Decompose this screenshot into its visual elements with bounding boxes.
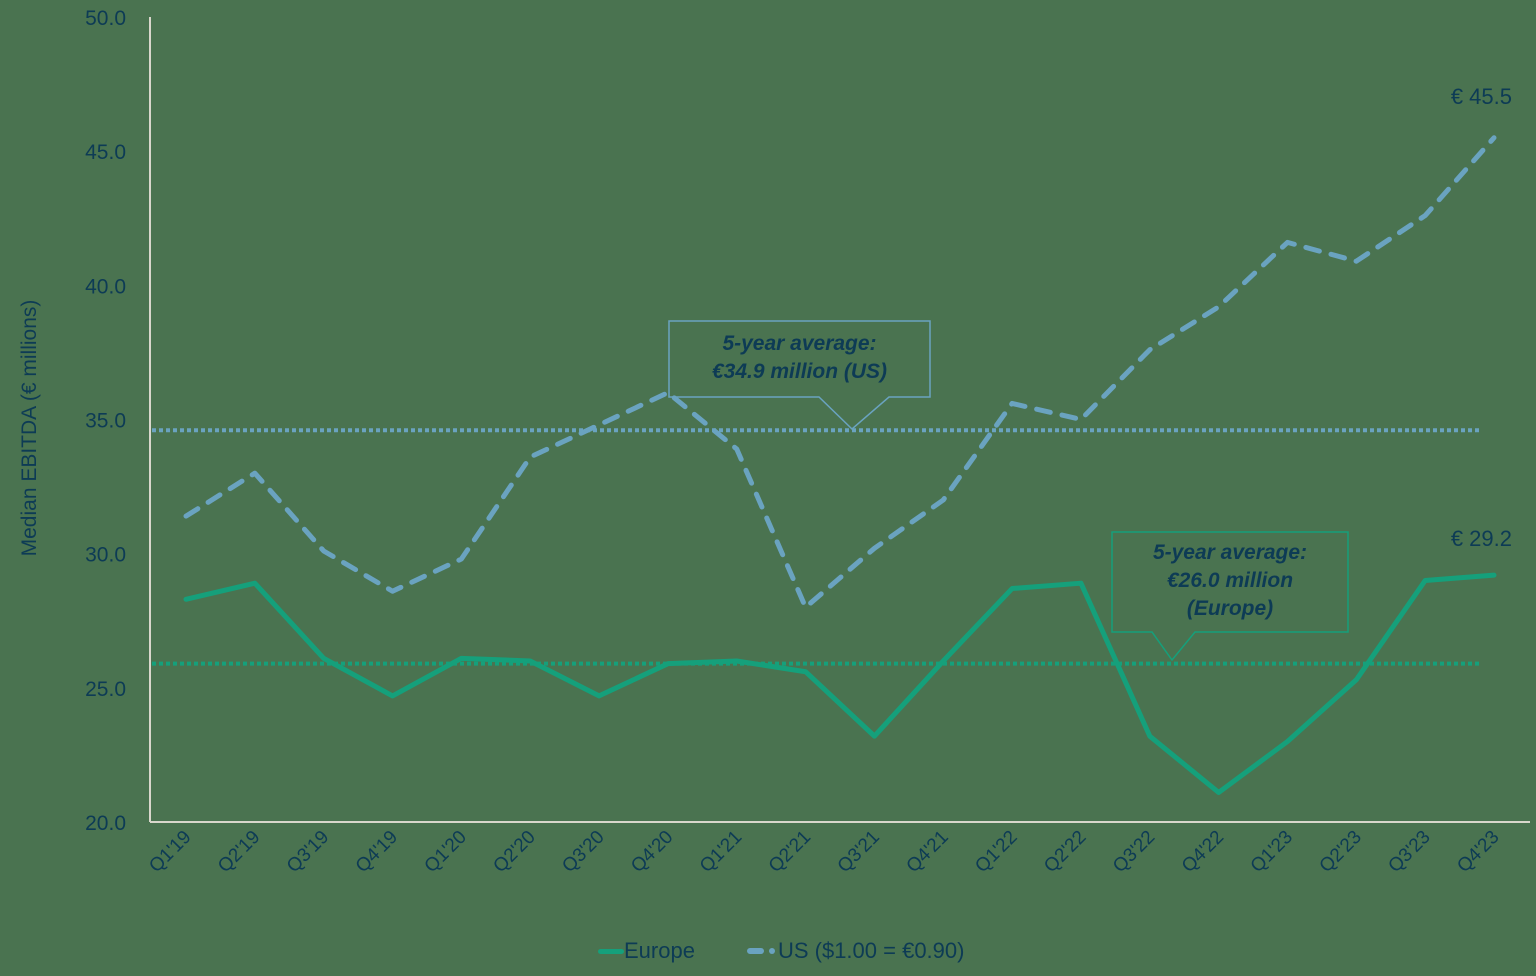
x-axis-labels: Q1'19 Q2'19 Q3'19 Q4'19 Q1'20 Q2'20 Q3'20 Q4'20… (145, 827, 1503, 877)
average-reference-lines (152, 428, 1482, 666)
x-tick-label: Q2'20 (489, 827, 539, 877)
us-callout-line1: 5-year average: (722, 332, 877, 355)
y-tick-label: 35.0 (85, 410, 126, 433)
x-tick-label: Q3'20 (558, 827, 608, 877)
x-tick-label: Q1'22 (971, 827, 1021, 877)
europe-callout-line3: (Europe) (1186, 597, 1274, 620)
series-line-us (183, 135, 1497, 610)
legend-label-europe: Europe (624, 938, 695, 963)
y-tick-label: 45.0 (85, 141, 126, 164)
y-axis-ticks: 20.0 25.0 30.0 35.0 40.0 45.0 50.0 (85, 7, 126, 835)
us-end-value-label: € 45.5 (1451, 84, 1512, 109)
x-tick-label: Q3'23 (1384, 827, 1434, 877)
x-tick-label: Q4'21 (903, 827, 953, 877)
x-tick-label: Q4'19 (352, 827, 402, 877)
y-tick-label: 30.0 (85, 544, 126, 567)
europe-callout-line1: 5-year average: (1152, 541, 1308, 564)
x-tick-label: Q2'19 (214, 827, 264, 877)
x-tick-label: Q3'19 (283, 827, 333, 877)
x-tick-label: Q4'23 (1453, 827, 1503, 877)
series-line-europe (183, 572, 1497, 795)
y-axis-title: Median EBITDA (€ millions) (18, 300, 41, 557)
us-callout-box (668, 320, 931, 431)
x-tick-label: Q4'20 (627, 827, 677, 877)
legend-item-europe[interactable]: Europe (598, 938, 695, 964)
x-tick-label: Q2'22 (1040, 827, 1090, 877)
us-callout-line2: €34.9 million (US) (711, 360, 888, 383)
series-lines (183, 135, 1497, 795)
x-tick-label: Q1'23 (1247, 827, 1297, 877)
x-tick-label: Q3'21 (834, 827, 884, 877)
solid-line-swatch-icon (598, 948, 624, 954)
x-tick-label: Q2'21 (765, 827, 815, 877)
x-tick-label: Q3'22 (1109, 827, 1159, 877)
y-tick-label: 25.0 (85, 678, 126, 701)
legend-item-us[interactable]: US ($1.00 = €0.90) (746, 938, 965, 964)
chart-legend: Europe US ($1.00 = €0.90) (598, 938, 964, 964)
x-tick-label: Q1'19 (145, 827, 195, 877)
y-tick-label: 40.0 (85, 275, 126, 298)
x-tick-label: Q2'23 (1316, 827, 1366, 877)
dashed-line-swatch-icon (746, 948, 775, 954)
x-tick-label: Q1'20 (421, 827, 471, 877)
us-average-callout: 5-year average: €34.9 million (US) (669, 330, 930, 386)
europe-callout-line2: €26.0 million (1166, 569, 1294, 592)
y-tick-label: 20.0 (85, 812, 126, 835)
callout-boxes (668, 320, 1349, 662)
x-tick-label: Q4'22 (1178, 827, 1228, 877)
legend-label-us: US ($1.00 = €0.90) (777, 938, 965, 963)
europe-callout-box (1111, 531, 1349, 662)
europe-average-callout: 5-year average: €26.0 million (Europe) (1112, 539, 1348, 623)
y-tick-label: 50.0 (85, 7, 126, 30)
x-tick-label: Q1'21 (696, 827, 746, 877)
europe-end-value-label: € 29.2 (1451, 526, 1512, 551)
